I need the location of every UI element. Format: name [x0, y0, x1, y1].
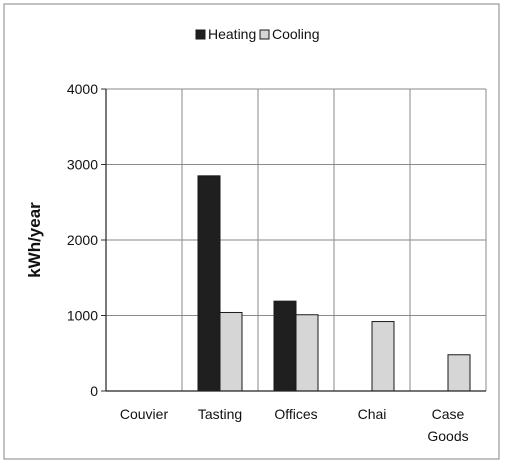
legend: Heating Cooling [195, 26, 319, 42]
legend-swatch-heating [195, 29, 206, 40]
legend-swatch-cooling [259, 29, 270, 40]
bar-cooling-chai [371, 321, 395, 392]
y-tick-labels: 0 1000 2000 3000 4000 [67, 81, 98, 399]
chart-border [3, 3, 500, 460]
x-tick-label: Tasting [198, 406, 242, 422]
bar-cooling-offices [295, 314, 319, 392]
bars [197, 175, 471, 392]
x-tick-label: Couvier [120, 406, 169, 422]
y-tick-label: 0 [90, 383, 98, 399]
y-tick-label: 3000 [67, 157, 98, 173]
bar-cooling-tasting [219, 311, 243, 392]
y-axis-label: kWh/year [25, 202, 44, 278]
axes [101, 88, 486, 392]
x-tick-label: Goods [427, 428, 468, 444]
bar-heating-tasting [197, 175, 221, 392]
x-tick-labels: Couvier Tasting Offices Chai Case Goods [120, 406, 469, 444]
legend-label-cooling: Cooling [272, 26, 319, 42]
x-tick-label: Chai [358, 406, 387, 422]
bar-heating-offices [273, 300, 297, 392]
y-tick-label: 1000 [67, 308, 98, 324]
y-tick-label: 4000 [67, 81, 98, 97]
x-tick-label: Case [432, 406, 465, 422]
bar-cooling-case-goods [447, 354, 471, 392]
legend-label-heating: Heating [208, 26, 256, 42]
y-tick-label: 2000 [67, 232, 98, 248]
x-tick-label: Offices [274, 406, 317, 422]
